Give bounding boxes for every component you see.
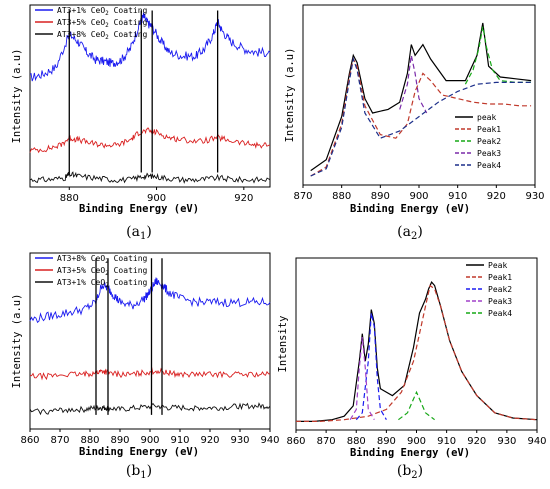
x-tick-label: 910 [448, 191, 467, 202]
legend-entry: Peak4 [488, 309, 512, 318]
legend-entry: Peak3 [477, 149, 501, 158]
x-tick-label: 930 [525, 191, 544, 202]
y-axis-label: Intensity (a.u) [11, 294, 23, 389]
plot-frame-a1 [29, 4, 271, 188]
legend-entry: peak [477, 113, 496, 122]
series-line-peak3 [349, 337, 375, 421]
x-tick-label: 880 [60, 193, 79, 204]
legend-entry: AT3+8% CeO2 Coating [57, 254, 148, 265]
x-axis-label: Binding Energy (eV) [79, 203, 199, 215]
panel-b1: 860 870 880 890 900 910 920 930 940 Binding Energ… [11, 252, 280, 481]
x-tick-label: 920 [234, 193, 253, 204]
x-tick-label: 900 [409, 191, 428, 202]
legend-entry: AT3+5% CeO2 Coating [57, 18, 148, 29]
x-tick-label: 900 [407, 436, 426, 447]
series-line-peak4 [398, 390, 435, 421]
series-line-at3-1-ceo2-coating [29, 402, 271, 416]
series-line-peak2 [355, 312, 387, 421]
x-tick-label: 870 [317, 436, 336, 447]
x-tick-label: 880 [332, 191, 351, 202]
x-tick-label: 890 [377, 436, 396, 447]
x-tick-label: 860 [20, 435, 39, 446]
legend-entry: Peak [488, 261, 507, 270]
x-tick-label: 870 [50, 435, 69, 446]
legend-entry: Peak1 [488, 273, 512, 282]
x-tick-label: 920 [200, 435, 219, 446]
x-tick-label: 930 [497, 436, 516, 447]
x-tick-label: 880 [80, 435, 99, 446]
panel-b2: 860 870 880 890 900 910 920 930 940 Binding Energ… [277, 257, 547, 481]
series-line-at3-5-ceo2-coating [29, 127, 271, 154]
x-tick-label: 890 [371, 191, 390, 202]
x-tick-label: 860 [286, 436, 305, 447]
x-tick-label: 910 [170, 435, 189, 446]
legend-entry: AT3+1% CeO2 Coating [57, 278, 148, 289]
x-tick-label: 910 [437, 436, 456, 447]
y-axis-label: Intensity [277, 316, 289, 373]
y-axis-label: Intensity (a.u) [284, 48, 296, 143]
series-line-peak [296, 280, 538, 422]
x-tick-label: 900 [147, 193, 166, 204]
legend-entry: Peak2 [488, 285, 512, 294]
panel-caption: (b2) [397, 463, 423, 481]
panel-a1: 880 900 920 Binding Energy (eV) Intensity (a… [11, 4, 271, 242]
legend-entry: Peak1 [477, 125, 501, 134]
x-tick-label: 890 [110, 435, 129, 446]
series-line-peak1 [296, 284, 538, 422]
x-tick-label: 930 [230, 435, 249, 446]
series-line-at3-8-ceo2-coating [29, 277, 271, 324]
x-tick-label: 940 [260, 435, 279, 446]
series-line-at3-5-ceo2-coating [29, 367, 271, 381]
legend-entry: AT3+1% CeO2 Coating [57, 6, 148, 17]
x-axis-label: Binding Energy (eV) [79, 446, 199, 458]
y-axis-label: Intensity (a.u) [11, 49, 23, 144]
panel-caption: (a1) [126, 224, 152, 242]
x-axis-label: Binding Energy (eV) [350, 203, 470, 215]
x-tick-label: 900 [140, 435, 159, 446]
x-tick-label: 870 [293, 191, 312, 202]
panel-caption: (a2) [397, 224, 423, 242]
x-tick-label: 920 [467, 436, 486, 447]
plot-frame-a2 [302, 4, 536, 186]
legend-entry: Peak3 [488, 297, 512, 306]
legend-entry: AT3+8% CeO2 Coating [57, 30, 148, 41]
legend-entry: AT3+5% CeO2 Coating [57, 266, 148, 277]
panel-caption: (b1) [126, 463, 152, 481]
legend-entry: Peak4 [477, 161, 501, 170]
panel-a2: 870 880 890 900 910 920 930 Binding Energy (eV)… [284, 4, 545, 242]
plot-frame-b2 [295, 257, 538, 431]
series-line-peak3 [399, 55, 428, 114]
legend-b2: Peak Peak1 Peak2 Peak3 Peak4 [466, 261, 512, 318]
legend-entry: Peak2 [477, 137, 501, 146]
x-tick-label: 920 [487, 191, 506, 202]
x-axis-label: Binding Energy (eV) [350, 447, 470, 459]
series-line-at3-1-ceo2-coating [29, 12, 271, 82]
series-line-peak [310, 22, 532, 172]
legend-a2: peak Peak1 Peak2 Peak3 Peak4 [455, 113, 501, 170]
series-line-peak4 [310, 56, 532, 177]
series-line-at3-8-ceo2-coating [29, 171, 271, 184]
x-tick-label: 880 [347, 436, 366, 447]
x-tick-label: 940 [527, 436, 546, 447]
